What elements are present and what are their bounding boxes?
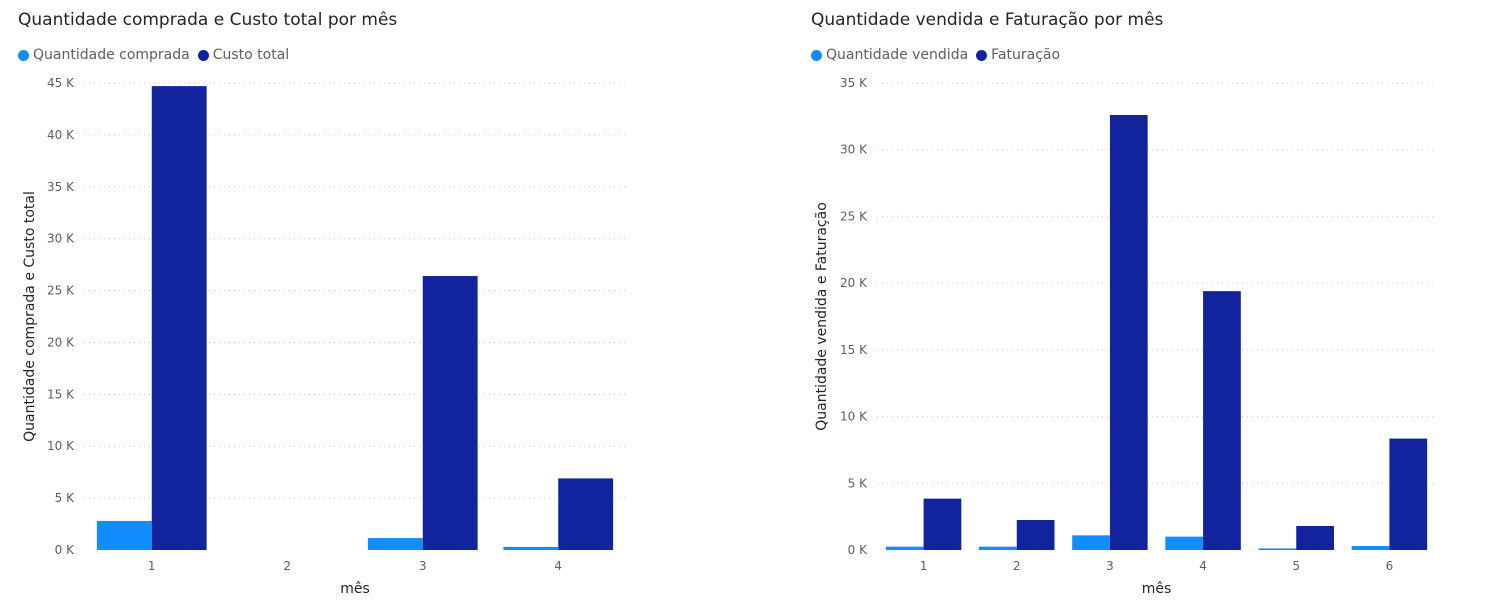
legend-item-quantity-sold[interactable]: Quantidade vendida xyxy=(811,47,968,63)
bar-value xyxy=(1203,291,1241,550)
legend-item-cost[interactable]: Custo total xyxy=(197,47,290,63)
y-tick-label: 25 K xyxy=(47,284,75,298)
y-tick-label: 30 K xyxy=(840,143,868,157)
y-tick-label: 15 K xyxy=(840,343,868,357)
y-tick-label: 35 K xyxy=(47,180,75,194)
legend-item-revenue[interactable]: Faturação xyxy=(976,47,1060,63)
bar-quantity xyxy=(1165,536,1204,550)
legend-item-quantity[interactable]: Quantidade comprada xyxy=(18,47,190,63)
x-tick-label: 2 xyxy=(283,559,291,573)
y-tick-label: 10 K xyxy=(47,439,75,453)
bar-quantity xyxy=(1072,535,1110,550)
chart-legend: Quantidade vendida Faturação xyxy=(811,47,1068,63)
bar-quantity xyxy=(885,546,924,550)
x-tick-label: 1 xyxy=(920,559,928,573)
bar-quantity xyxy=(503,546,559,550)
x-tick-label: 5 xyxy=(1292,559,1300,573)
chart-title: Quantidade comprada e Custo total por mê… xyxy=(18,10,398,30)
bar-quantity xyxy=(96,520,152,550)
chart-title: Quantidade vendida e Faturação por mês xyxy=(811,10,1164,30)
bar-quantity xyxy=(1351,545,1390,550)
y-tick-label: 35 K xyxy=(840,76,868,90)
legend-dot-icon xyxy=(197,49,209,61)
legend-dot-icon xyxy=(18,49,29,61)
legend-dot-icon xyxy=(811,49,822,61)
x-tick-label: 6 xyxy=(1386,559,1394,573)
x-tick-label: 3 xyxy=(1106,559,1114,573)
x-tick-label: 3 xyxy=(419,559,427,573)
bar-value xyxy=(1016,519,1055,550)
bar-value xyxy=(558,478,614,550)
bar-value xyxy=(1389,438,1428,550)
y-tick-label: 10 K xyxy=(840,410,868,424)
y-tick-label: 15 K xyxy=(47,387,75,401)
bar-value xyxy=(151,86,207,550)
chart-purchases: Quantidade comprada e Custo total por mê… xyxy=(18,10,626,597)
y-axis-title: Quantidade vendida e Faturação xyxy=(814,202,830,431)
y-tick-label: 25 K xyxy=(840,209,868,223)
y-tick-label: 40 K xyxy=(47,128,75,142)
chart-plot-area: 0 K 5 K 10 K 15 K 20 K 25 K 30 K 35 K 1 2 3 4 5 6 mês Q… xyxy=(814,76,1436,597)
legend-label: Quantidade comprada xyxy=(33,47,190,63)
y-tick-label: 5 K xyxy=(55,491,75,505)
y-tick-label: 20 K xyxy=(47,335,75,349)
y-tick-label: 45 K xyxy=(47,76,75,90)
legend-label: Custo total xyxy=(212,47,290,63)
x-tick-label: 4 xyxy=(1199,559,1207,573)
y-tick-label: 20 K xyxy=(840,276,868,290)
bar-quantity xyxy=(367,538,423,550)
x-axis-title: mês xyxy=(340,581,370,597)
y-tick-label: 5 K xyxy=(848,476,868,490)
legend-label: Faturação xyxy=(991,47,1061,63)
x-tick-label: 1 xyxy=(148,559,156,573)
bar-quantity xyxy=(979,546,1017,550)
chart-plot-area: 0 K 5 K 10 K 15 K 20 K 25 K 30 K 35 K 40 K 45 K 1 2… xyxy=(22,76,626,597)
y-tick-label: 0 K xyxy=(55,543,75,557)
legend-dot-icon xyxy=(976,49,988,61)
legend-label: Quantidade vendida xyxy=(826,47,969,63)
x-tick-label: 4 xyxy=(554,559,562,573)
y-axis-title: Quantidade comprada e Custo total xyxy=(22,191,38,442)
chart-legend: Quantidade comprada Custo total xyxy=(18,47,297,63)
bar-quantity xyxy=(1258,548,1297,550)
x-axis-title: mês xyxy=(1142,581,1172,597)
bar-value xyxy=(923,498,962,550)
y-tick-label: 0 K xyxy=(848,543,868,557)
bar-value xyxy=(1109,115,1148,550)
bar-value xyxy=(422,276,478,550)
chart-sales: Quantidade vendida e Faturação por mês Q… xyxy=(745,0,1490,611)
bar-value xyxy=(1296,525,1334,550)
y-tick-label: 30 K xyxy=(47,232,75,246)
x-tick-label: 2 xyxy=(1013,559,1021,573)
